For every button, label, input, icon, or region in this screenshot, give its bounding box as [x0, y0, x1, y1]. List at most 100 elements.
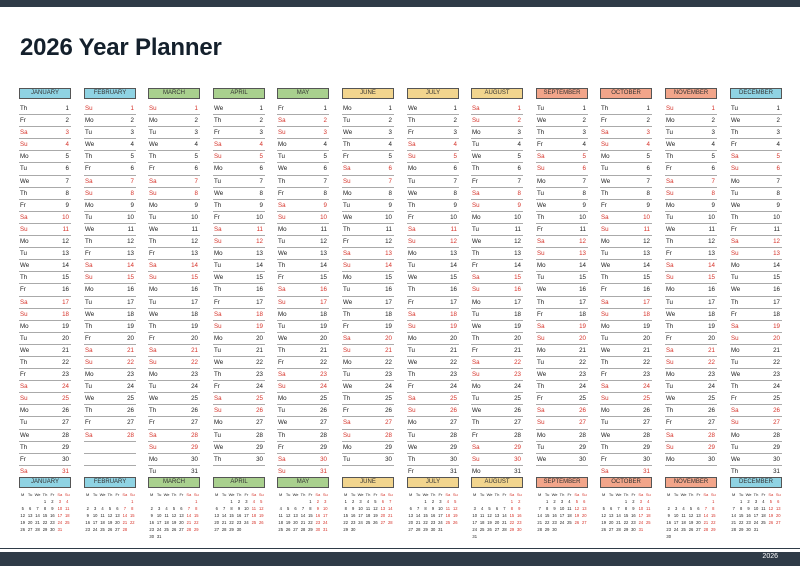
day-row[interactable]: Th 20: [471, 333, 523, 345]
day-row[interactable]: Tu 27: [600, 417, 652, 430]
day-row[interactable]: Tu 21: [407, 345, 459, 357]
day-row[interactable]: Sa 26: [536, 405, 588, 418]
day-row[interactable]: Su 3: [277, 127, 329, 140]
day-row[interactable]: We 15: [213, 272, 265, 285]
day-row[interactable]: Fr 26: [342, 405, 394, 418]
day-row[interactable]: Fr 25: [536, 393, 588, 406]
day-row[interactable]: Su 22: [84, 357, 136, 370]
day-row[interactable]: Fr 11: [730, 224, 782, 237]
day-row[interactable]: Mo 17: [471, 297, 523, 309]
day-row[interactable]: We 25: [665, 393, 717, 406]
day-row[interactable]: We 14: [600, 260, 652, 273]
day-row[interactable]: Mo 11: [277, 224, 329, 237]
day-row[interactable]: Fr 20: [148, 333, 200, 345]
day-row[interactable]: Tu 28: [407, 430, 459, 442]
day-row[interactable]: Su 18: [600, 309, 652, 321]
day-row[interactable]: Th 2: [407, 115, 459, 128]
day-row[interactable]: Mo 7: [730, 176, 782, 188]
day-row[interactable]: Tu 10: [665, 212, 717, 224]
day-row[interactable]: Su 19: [213, 321, 265, 333]
day-row[interactable]: Mo 2: [148, 115, 200, 128]
day-row[interactable]: Fr 29: [277, 442, 329, 454]
day-row[interactable]: Su 28: [342, 430, 394, 442]
day-row[interactable]: Th 26: [84, 405, 136, 418]
day-row[interactable]: Mo 2: [84, 115, 136, 128]
day-row[interactable]: We 22: [407, 357, 459, 370]
day-row[interactable]: Mo 9: [148, 200, 200, 212]
day-row[interactable]: Fr 30: [19, 454, 71, 466]
day-row[interactable]: Mo 12: [19, 236, 71, 249]
day-row[interactable]: Mo 22: [342, 357, 394, 370]
day-row[interactable]: We 11: [148, 224, 200, 237]
day-row[interactable]: Su 22: [665, 357, 717, 370]
day-row[interactable]: Sa 9: [277, 200, 329, 212]
day-row[interactable]: Tu 8: [536, 188, 588, 200]
day-row[interactable]: Su 26: [407, 405, 459, 418]
day-row[interactable]: Tu 3: [148, 127, 200, 140]
day-row[interactable]: Su 11: [600, 224, 652, 237]
day-row[interactable]: Su 12: [407, 236, 459, 249]
day-row[interactable]: Sa 4: [407, 139, 459, 152]
day-row[interactable]: Su 26: [213, 405, 265, 418]
day-row[interactable]: Mo 4: [277, 139, 329, 152]
day-row[interactable]: Su 21: [342, 345, 394, 357]
day-row[interactable]: Fr 4: [536, 139, 588, 152]
day-row[interactable]: Mo 28: [730, 430, 782, 442]
day-row[interactable]: Tu 13: [19, 248, 71, 261]
day-row[interactable]: Mo 23: [84, 369, 136, 382]
day-row[interactable]: Fr 27: [84, 417, 136, 430]
day-row[interactable]: Th 30: [213, 454, 265, 466]
day-row[interactable]: Sa 5: [730, 151, 782, 164]
day-row[interactable]: Mo 6: [213, 163, 265, 176]
day-row[interactable]: Su 15: [148, 272, 200, 285]
day-row[interactable]: Sa 11: [407, 224, 459, 237]
day-row[interactable]: Th 19: [148, 321, 200, 333]
day-row[interactable]: Su 15: [84, 272, 136, 285]
day-row[interactable]: Th 17: [536, 297, 588, 309]
day-row[interactable]: Su 22: [148, 357, 200, 370]
day-row[interactable]: Sa 12: [730, 236, 782, 249]
day-row[interactable]: Su 1: [84, 103, 136, 116]
day-row[interactable]: Fr 2: [600, 115, 652, 128]
day-row[interactable]: Tu 12: [277, 236, 329, 249]
day-row[interactable]: Tu 24: [148, 381, 200, 394]
day-row[interactable]: Sa 26: [730, 405, 782, 418]
day-row[interactable]: Fr 16: [600, 284, 652, 297]
day-row[interactable]: Su 4: [19, 139, 71, 152]
day-row[interactable]: Tu 20: [19, 333, 71, 345]
day-row[interactable]: Mo 7: [536, 176, 588, 188]
day-row[interactable]: Th 19: [665, 321, 717, 333]
day-row[interactable]: We 19: [471, 321, 523, 333]
day-row[interactable]: Mo 2: [665, 115, 717, 128]
day-row[interactable]: Th 24: [536, 381, 588, 394]
day-row[interactable]: Th 14: [277, 260, 329, 273]
day-row[interactable]: Fr 8: [277, 188, 329, 200]
day-row[interactable]: Sa 5: [536, 151, 588, 164]
day-row[interactable]: We 18: [148, 309, 200, 321]
day-row[interactable]: Th 15: [19, 272, 71, 285]
day-row[interactable]: Fr 16: [19, 284, 71, 297]
day-row[interactable]: Th 12: [665, 236, 717, 249]
day-row[interactable]: Fr 23: [600, 369, 652, 382]
day-row[interactable]: Sa 28: [148, 430, 200, 442]
day-row[interactable]: Th 23: [213, 369, 265, 382]
day-row[interactable]: Sa 14: [148, 260, 200, 273]
day-row[interactable]: Fr 24: [213, 381, 265, 394]
day-row[interactable]: Tu 10: [148, 212, 200, 224]
day-row[interactable]: Mo 16: [148, 284, 200, 297]
day-row[interactable]: Mo 5: [19, 151, 71, 164]
day-row[interactable]: Mo 10: [471, 212, 523, 224]
day-row[interactable]: We 25: [84, 393, 136, 406]
day-row[interactable]: Fr 3: [407, 127, 459, 140]
day-row[interactable]: Fr 12: [342, 236, 394, 249]
day-row[interactable]: We 13: [277, 248, 329, 261]
day-row[interactable]: Su 4: [600, 139, 652, 152]
day-row[interactable]: Tu 24: [665, 381, 717, 394]
day-row[interactable]: Tu 18: [471, 309, 523, 321]
day-row[interactable]: Th 16: [407, 284, 459, 297]
day-row[interactable]: Th 8: [19, 188, 71, 200]
day-row[interactable]: We 15: [407, 272, 459, 285]
day-row[interactable]: Fr 27: [148, 417, 200, 430]
day-row[interactable]: Sa 11: [213, 224, 265, 237]
day-row[interactable]: Sa 10: [19, 212, 71, 224]
